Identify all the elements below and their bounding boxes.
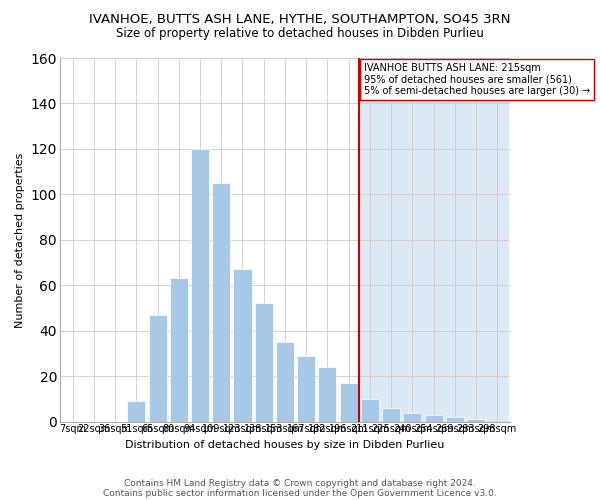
Bar xyxy=(127,401,145,421)
Bar xyxy=(403,412,421,422)
Bar xyxy=(276,342,294,421)
Bar xyxy=(425,415,443,422)
Bar xyxy=(340,383,358,422)
Text: IVANHOE, BUTTS ASH LANE, HYTHE, SOUTHAMPTON, SO45 3RN: IVANHOE, BUTTS ASH LANE, HYTHE, SOUTHAMP… xyxy=(89,12,511,26)
Bar xyxy=(446,417,464,422)
Text: Contains public sector information licensed under the Open Government Licence v3: Contains public sector information licen… xyxy=(103,488,497,498)
Bar xyxy=(359,58,508,422)
Bar xyxy=(212,183,230,422)
Bar xyxy=(254,304,273,422)
Text: Size of property relative to detached houses in Dibden Purlieu: Size of property relative to detached ho… xyxy=(116,28,484,40)
Text: IVANHOE BUTTS ASH LANE: 215sqm
95% of detached houses are smaller (561)
5% of se: IVANHOE BUTTS ASH LANE: 215sqm 95% of de… xyxy=(364,62,590,96)
Bar xyxy=(361,399,379,421)
Bar xyxy=(382,408,400,422)
Bar xyxy=(467,420,485,422)
Text: Contains HM Land Registry data © Crown copyright and database right 2024.: Contains HM Land Registry data © Crown c… xyxy=(124,478,476,488)
Bar xyxy=(191,149,209,421)
Bar xyxy=(319,367,337,422)
Bar xyxy=(170,278,188,422)
Y-axis label: Number of detached properties: Number of detached properties xyxy=(15,152,25,328)
Bar xyxy=(233,270,251,422)
Bar xyxy=(149,315,167,422)
X-axis label: Distribution of detached houses by size in Dibden Purlieu: Distribution of detached houses by size … xyxy=(125,440,445,450)
Bar xyxy=(297,356,315,422)
